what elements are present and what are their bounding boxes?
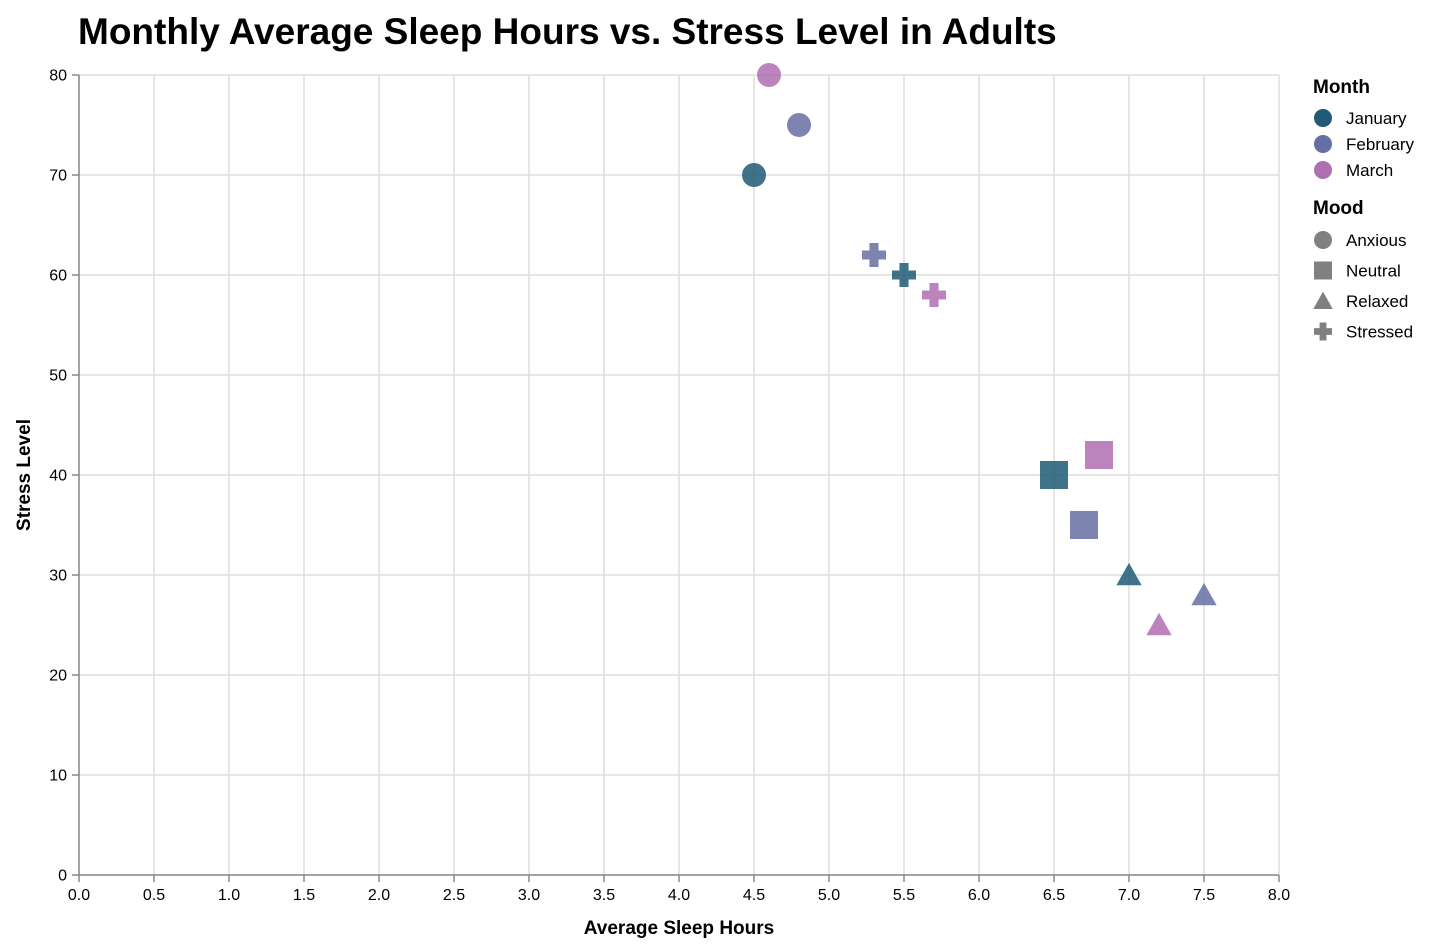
grid [78,74,1280,876]
y-tick-label: 50 [49,368,67,385]
data-point-february-relaxed [1191,582,1217,606]
y-tick-label: 0 [58,868,67,885]
x-tick-label: 6.5 [1043,887,1065,904]
y-tick-label: 80 [49,68,67,85]
x-tick-label: 1.5 [293,887,315,904]
x-tick-label: 7.0 [1118,887,1140,904]
x-tick-label: 1.0 [218,887,240,904]
x-axis-title: Average Sleep Hours [584,918,774,939]
legend-swatch-february [1314,135,1332,153]
data-point-january-neutral [1040,461,1068,489]
x-tick-label: 5.5 [893,887,915,904]
x-tick-label: 5.0 [818,887,840,904]
color-legend-label: January [1346,109,1407,128]
x-tick-label: 6.0 [968,887,990,904]
data-point-march-anxious [757,63,781,87]
color-legend: January February March [1314,109,1415,180]
x-tick-label: 2.0 [368,887,390,904]
x-tick-label: 0.0 [68,887,90,904]
shape-legend-item: Neutral [1314,261,1401,281]
y-axis-title: Stress Level [14,419,35,531]
axes: 0.0 0.5 1.0 1.5 2.0 2.5 3.0 3.5 4.0 4.5 5.0 5.5 6.0 6… [49,68,1290,905]
x-tick-label: 0.5 [143,887,165,904]
shape-legend-title: Mood [1313,198,1364,219]
data-point-february-neutral [1070,511,1098,539]
legend: Month January February March Mood Anxious N… [1313,77,1415,342]
x-tick-label: 4.5 [743,887,765,904]
y-tick-label: 40 [49,468,67,485]
x-tick-label: 4.0 [668,887,690,904]
data-point-february-stressed [862,243,886,267]
data-point-january-relaxed [1116,562,1142,586]
shape-legend-label: Neutral [1346,262,1401,281]
data-point-february-anxious [787,113,811,137]
x-tick-label: 3.0 [518,887,540,904]
chart-title: Monthly Average Sleep Hours vs. Stress L… [78,11,1057,52]
y-tick-label: 30 [49,568,67,585]
color-legend-item: March [1314,161,1393,180]
color-legend-label: February [1346,135,1415,154]
legend-shape-neutral [1314,261,1332,280]
data-points [742,63,1217,636]
x-tick-label: 2.5 [443,887,465,904]
shape-legend-label: Relaxed [1346,292,1408,311]
shape-legend-label: Stressed [1346,323,1413,342]
shape-legend-item: Relaxed [1313,291,1408,311]
data-point-march-neutral [1085,441,1113,469]
x-tick-label: 8.0 [1268,887,1290,904]
color-legend-title: Month [1313,77,1370,98]
legend-shape-stressed [1314,322,1332,341]
legend-swatch-march [1314,161,1332,179]
legend-swatch-january [1314,109,1332,127]
color-legend-item: February [1314,135,1415,154]
shape-legend: Anxious Neutral Relaxed Stressed [1313,231,1413,342]
data-point-march-relaxed [1146,612,1172,636]
x-tick-label: 7.5 [1193,887,1215,904]
shape-legend-item: Anxious [1314,231,1406,250]
shape-legend-label: Anxious [1346,231,1406,250]
y-tick-label: 10 [49,768,67,785]
data-point-march-stressed [922,283,946,307]
data-point-january-stressed [892,263,916,287]
legend-shape-relaxed [1313,291,1333,309]
y-tick-label: 20 [49,668,67,685]
color-legend-label: March [1346,161,1393,180]
y-tick-label: 60 [49,268,67,285]
shape-legend-item: Stressed [1314,322,1413,342]
y-tick-label: 70 [49,168,67,185]
data-point-january-anxious [742,163,766,187]
x-tick-label: 3.5 [593,887,615,904]
legend-shape-anxious [1314,231,1332,249]
color-legend-item: January [1314,109,1407,128]
